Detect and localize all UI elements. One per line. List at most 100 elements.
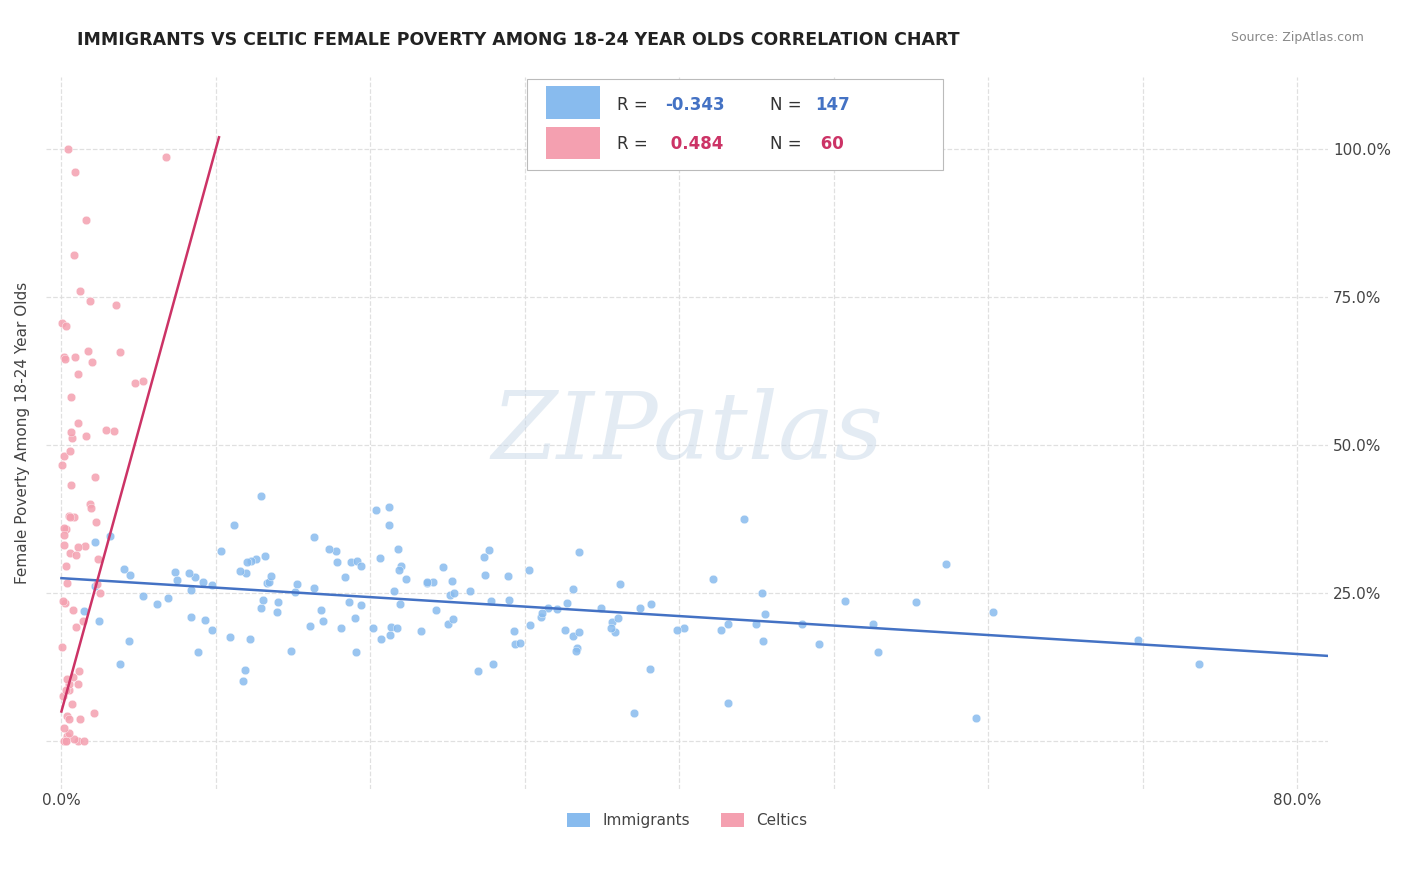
Point (51, 458, 73, 472)
Point (65, 350, 87, 364)
Point (441, 612, 464, 626)
Point (245, 551, 267, 566)
Point (509, 636, 531, 650)
Y-axis label: Female Poverty Among 18-24 Year Olds: Female Poverty Among 18-24 Year Olds (15, 282, 30, 584)
Point (55, 682, 77, 697)
Point (638, 662, 661, 676)
Text: N =: N = (770, 96, 807, 114)
Point (503, 637, 526, 651)
Point (84, 535, 107, 549)
Point (350, 559, 373, 574)
Point (568, 624, 591, 639)
Point (498, 593, 520, 607)
Point (425, 603, 447, 617)
Point (52, 449, 75, 463)
Point (388, 563, 411, 577)
Point (77, 344, 100, 359)
Point (966, 710, 988, 724)
Point (751, 586, 773, 600)
Point (67, 664, 90, 678)
Point (478, 543, 501, 558)
Point (382, 584, 405, 599)
Point (600, 615, 623, 629)
Point (236, 555, 259, 569)
Point (249, 489, 271, 503)
Point (754, 607, 776, 622)
Point (673, 621, 696, 635)
Point (59, 546, 82, 560)
Point (55, 522, 77, 536)
Point (312, 614, 335, 628)
Text: 60: 60 (815, 135, 844, 153)
Point (157, 591, 180, 606)
Point (439, 588, 461, 602)
Point (285, 576, 308, 591)
Point (717, 696, 740, 710)
Point (337, 595, 360, 609)
Point (72, 614, 94, 628)
Point (84, 515, 107, 529)
Point (184, 570, 207, 584)
Text: IMMIGRANTS VS CELTIC FEMALE POVERTY AMONG 18-24 YEAR OLDS CORRELATION CHART: IMMIGRANTS VS CELTIC FEMALE POVERTY AMON… (77, 31, 960, 49)
Point (69, 712, 91, 726)
Point (146, 597, 169, 611)
Point (52, 350, 75, 364)
Point (112, 561, 135, 575)
Point (105, 298, 128, 312)
Point (232, 673, 254, 688)
Point (437, 617, 460, 632)
Point (326, 555, 349, 569)
Point (710, 623, 733, 637)
Point (537, 600, 560, 615)
Text: R =: R = (617, 96, 652, 114)
Point (66, 416, 89, 430)
Point (108, 657, 131, 671)
Point (65, 548, 87, 562)
Point (325, 543, 347, 558)
Point (378, 518, 401, 533)
Point (441, 574, 464, 589)
Point (239, 632, 262, 647)
Point (378, 628, 401, 642)
Point (209, 544, 232, 558)
Point (344, 645, 367, 659)
Point (52, 528, 75, 542)
Point (222, 518, 245, 533)
Point (62, 603, 84, 617)
Point (565, 644, 588, 658)
Point (344, 611, 367, 625)
Point (56, 672, 79, 686)
Point (834, 594, 856, 608)
Point (302, 582, 325, 596)
Point (52, 689, 75, 703)
Point (83, 469, 105, 483)
Point (350, 598, 373, 612)
Point (665, 624, 688, 638)
Point (309, 602, 332, 616)
Point (233, 663, 256, 677)
Point (75, 212, 97, 227)
Point (59, 509, 82, 524)
Point (340, 555, 363, 569)
Point (55, 559, 77, 574)
Point (1188, 657, 1211, 672)
Point (606, 611, 628, 625)
Point (229, 564, 252, 578)
Point (80, 500, 103, 515)
Point (256, 576, 278, 591)
Point (191, 575, 214, 590)
Text: N =: N = (770, 135, 807, 153)
Text: 0.484: 0.484 (665, 135, 724, 153)
Point (432, 560, 454, 574)
Point (546, 602, 568, 616)
Point (83, 706, 105, 721)
Point (807, 636, 830, 650)
Point (479, 594, 502, 608)
Point (935, 557, 957, 571)
Point (180, 583, 202, 598)
Point (180, 609, 202, 624)
Point (82, 355, 104, 369)
Point (329, 621, 352, 635)
Point (503, 624, 526, 638)
Point (51, 640, 73, 654)
